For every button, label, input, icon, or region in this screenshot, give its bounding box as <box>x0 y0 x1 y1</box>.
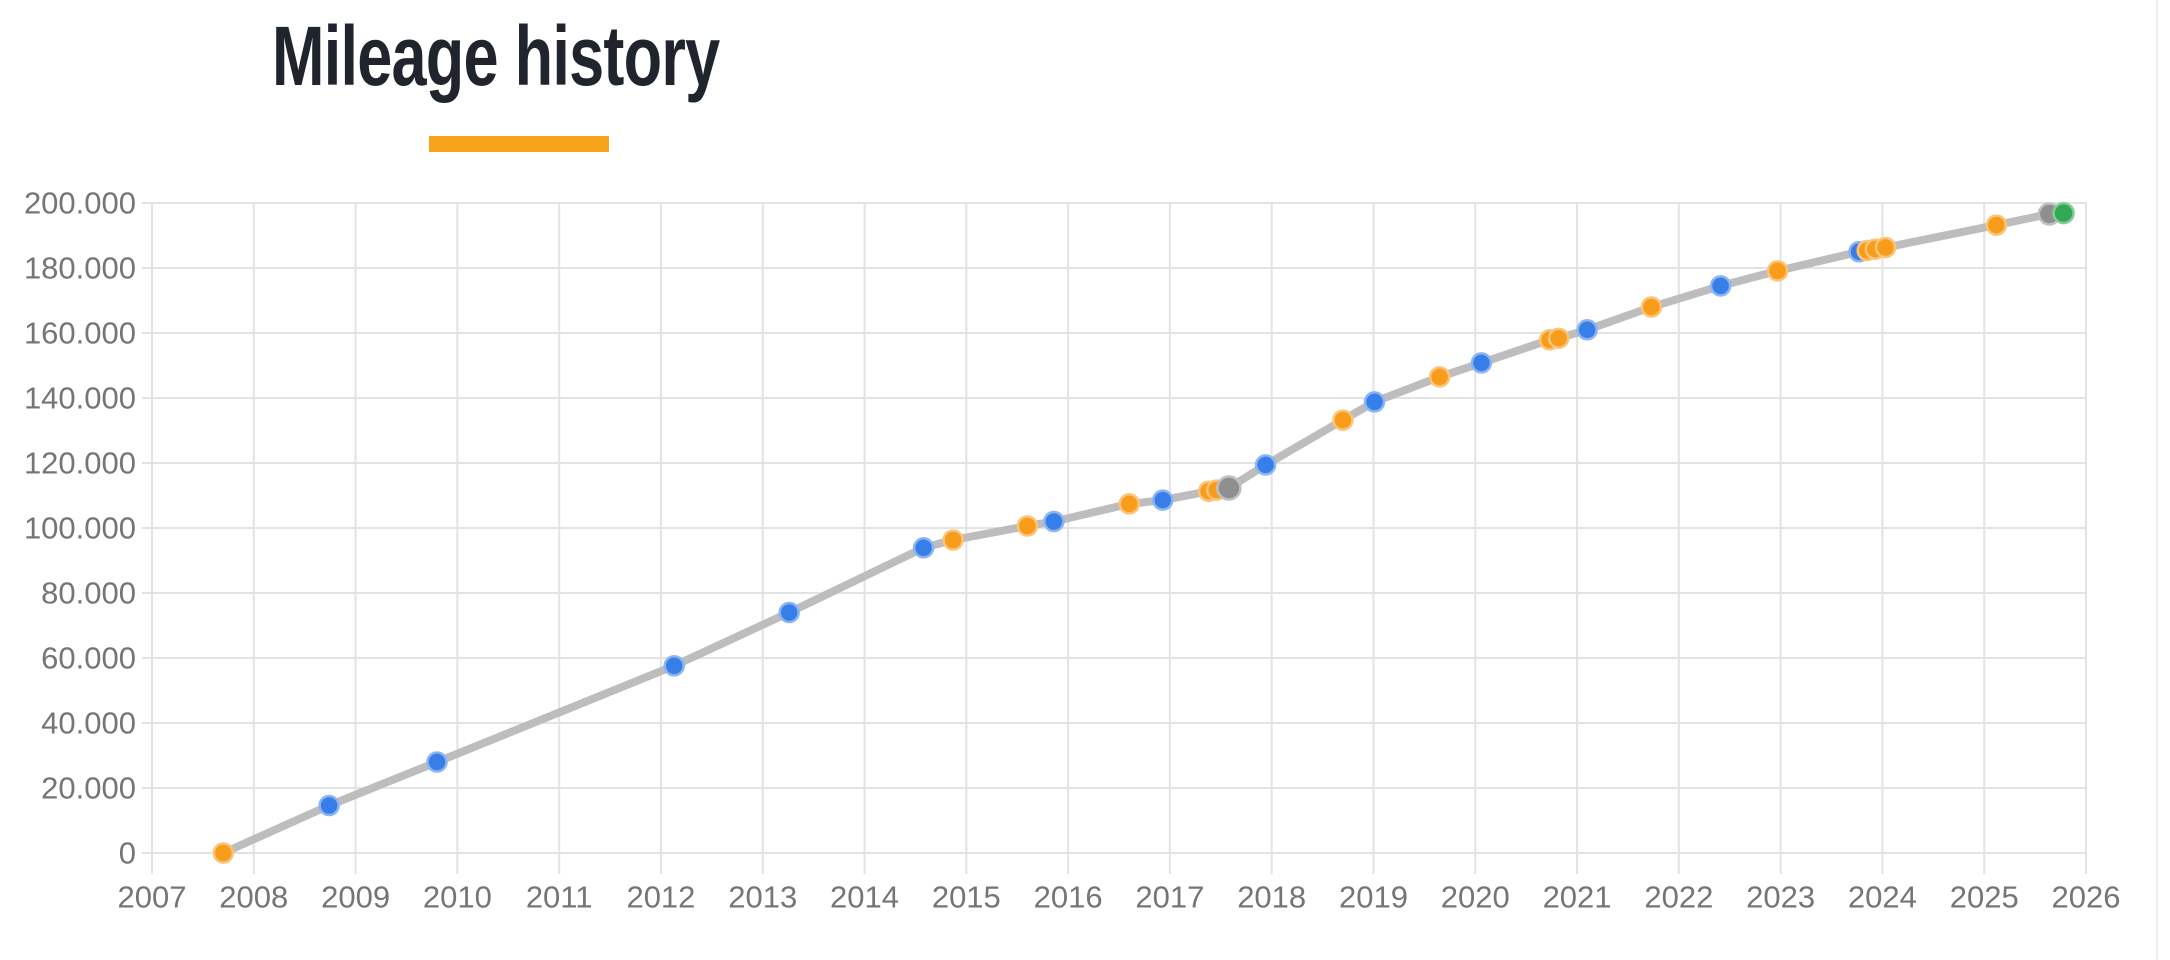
data-point-orange[interactable] <box>1118 493 1140 515</box>
y-tick-label: 120.000 <box>24 446 136 481</box>
data-point-blue[interactable] <box>1363 391 1386 413</box>
title-underline-bar <box>429 136 609 152</box>
data-point-blue[interactable] <box>1043 510 1065 533</box>
data-point-orange[interactable] <box>1332 409 1354 431</box>
data-point-blue[interactable] <box>912 537 935 559</box>
data-point-blue[interactable] <box>1576 319 1598 341</box>
x-tick-label: 2013 <box>728 880 797 915</box>
data-point-orange[interactable] <box>1428 366 1451 388</box>
x-tick-label: 2012 <box>626 880 695 915</box>
y-tick-label: 40.000 <box>41 706 136 741</box>
y-tick-label: 20.000 <box>41 771 136 806</box>
data-point-blue[interactable] <box>318 794 340 817</box>
y-tick-label: 60.000 <box>41 641 136 676</box>
data-point-orange[interactable] <box>1016 515 1039 537</box>
y-tick-label: 160.000 <box>24 316 136 351</box>
data-point-orange[interactable] <box>1640 296 1663 318</box>
x-tick-label: 2010 <box>423 880 492 915</box>
x-tick-label: 2023 <box>1746 880 1815 915</box>
x-tick-label: 2009 <box>321 880 390 915</box>
x-tick-label: 2017 <box>1135 880 1204 915</box>
data-point-orange[interactable] <box>1985 214 2008 236</box>
x-tick-label: 2026 <box>2052 880 2121 915</box>
x-tick-label: 2011 <box>526 880 593 915</box>
x-tick-label: 2024 <box>1848 880 1917 915</box>
data-point-orange[interactable] <box>1766 260 1789 282</box>
y-tick-label: 100.000 <box>24 511 136 546</box>
x-tick-label: 2015 <box>932 880 1001 915</box>
x-tick-label: 2025 <box>1950 880 2019 915</box>
x-tick-label: 2016 <box>1034 880 1103 915</box>
y-tick-label: 80.000 <box>41 576 136 611</box>
data-point-blue[interactable] <box>1709 275 1732 297</box>
y-tick-label: 0 <box>119 836 136 871</box>
data-point-orange[interactable] <box>212 842 235 864</box>
y-tick-label: 140.000 <box>24 381 136 416</box>
data-point-blue[interactable] <box>1254 454 1277 476</box>
data-point-blue[interactable] <box>426 751 448 773</box>
x-tick-label: 2019 <box>1339 880 1408 915</box>
data-point-blue[interactable] <box>778 601 800 624</box>
mileage-line <box>219 209 2068 857</box>
x-tick-label: 2007 <box>118 880 187 915</box>
data-point-gray[interactable] <box>1216 475 1242 501</box>
x-tick-label: 2018 <box>1237 880 1306 915</box>
x-tick-label: 2008 <box>219 880 288 915</box>
x-tick-label: 2014 <box>830 880 899 915</box>
x-tick-label: 2020 <box>1441 880 1510 915</box>
y-tick-label: 200.000 <box>24 186 136 221</box>
data-point-blue[interactable] <box>1470 352 1493 374</box>
panel-right-border <box>2156 0 2158 960</box>
x-tick-label: 2022 <box>1644 880 1713 915</box>
y-tick-label: 180.000 <box>24 251 136 286</box>
data-point-blue[interactable] <box>663 655 685 677</box>
x-tick-label: 2021 <box>1543 880 1612 915</box>
page-title: Mileage history <box>272 9 720 103</box>
data-point-blue[interactable] <box>1152 489 1174 511</box>
data-point-orange[interactable] <box>942 529 964 551</box>
data-point-orange[interactable] <box>1547 327 1570 349</box>
data-point-green[interactable] <box>2052 201 2075 225</box>
data-point-orange[interactable] <box>1874 236 1897 259</box>
